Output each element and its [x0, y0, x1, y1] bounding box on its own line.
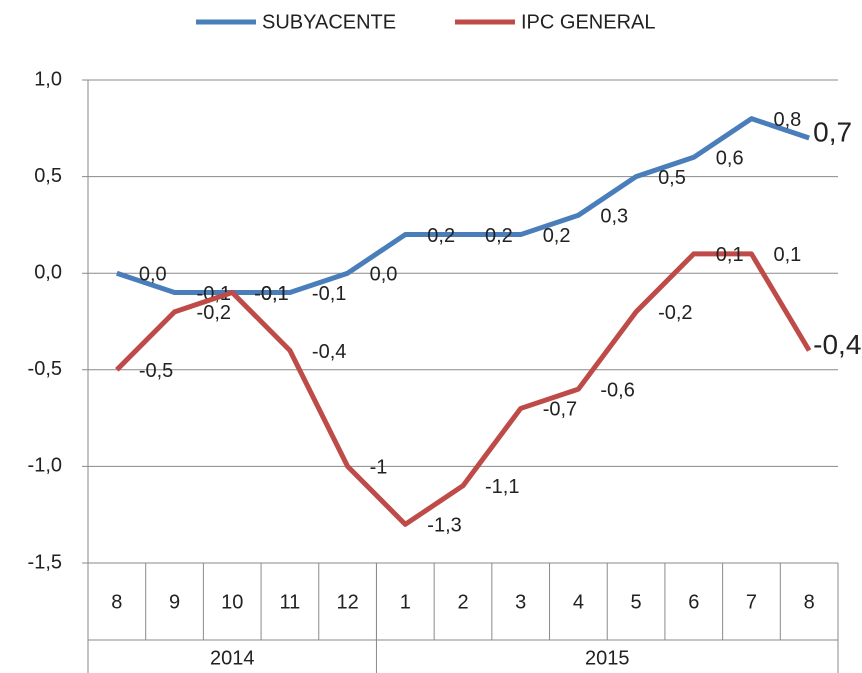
data-label: -0,2 [658, 302, 692, 324]
x-tick-label: 11 [280, 591, 301, 613]
x-tick-label: 8 [111, 591, 122, 613]
group-label: 2015 [585, 647, 630, 669]
data-label: 0,2 [485, 225, 513, 247]
legend-label: IPC GENERAL [521, 11, 655, 33]
data-label: 0,2 [427, 225, 455, 247]
legend-label: SUBYACENTE [262, 11, 396, 33]
data-label: -0,5 [139, 360, 173, 382]
data-label: 0,5 [658, 167, 686, 189]
data-label: -0,1 [254, 283, 288, 305]
x-tick-label: 12 [336, 591, 358, 613]
data-label: -0,1 [312, 283, 346, 305]
series-line [115, 251, 812, 527]
data-label: 0,0 [370, 263, 398, 285]
data-label: -0,2 [197, 302, 231, 324]
series-line [116, 116, 810, 296]
data-label: 0,2 [543, 225, 571, 247]
x-tick-label: 8 [804, 591, 815, 613]
data-label: 0,3 [600, 206, 628, 228]
x-tick-label: 3 [515, 591, 526, 613]
data-label: -0,1 [254, 283, 288, 305]
data-label: -0,4 [312, 341, 346, 363]
x-tick-label: 2 [457, 591, 468, 613]
data-label: 0,1 [773, 244, 801, 266]
y-tick-label: -1,5 [28, 551, 62, 573]
x-tick-label: 6 [688, 591, 699, 613]
x-tick-label: 1 [400, 591, 411, 613]
data-label: -0,6 [600, 379, 634, 401]
data-label: 0,6 [716, 148, 744, 170]
group-label: 2014 [210, 647, 255, 669]
data-label: 0,1 [716, 244, 744, 266]
y-tick-label: -0,5 [28, 358, 62, 380]
x-tick-label: 5 [631, 591, 642, 613]
data-label: 0,8 [773, 109, 801, 131]
x-tick-label: 10 [221, 591, 243, 613]
x-tick-label: 7 [746, 591, 757, 613]
data-label: -0,4 [813, 329, 861, 360]
x-tick-label: 4 [573, 591, 584, 613]
y-tick-label: 0,5 [34, 165, 62, 187]
y-tick-label: 1,0 [34, 68, 62, 90]
data-label: 0,0 [139, 263, 167, 285]
data-label: -1,1 [485, 476, 519, 498]
y-tick-label: 0,0 [34, 261, 62, 283]
data-label: -0,7 [543, 399, 577, 421]
x-tick-label: 9 [169, 591, 180, 613]
data-label: -1 [370, 457, 388, 479]
y-tick-label: -1,0 [28, 455, 62, 477]
data-label: -1,3 [427, 515, 461, 537]
data-label: 0,7 [813, 116, 852, 147]
